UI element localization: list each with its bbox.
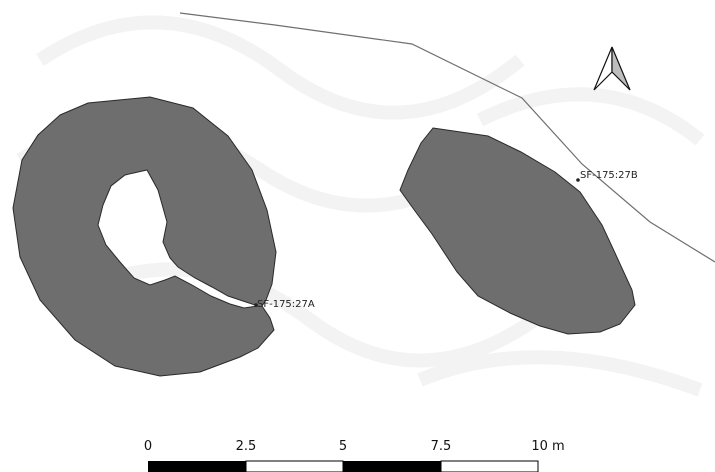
label-sf-175-27a: SF-175:27A — [257, 299, 315, 310]
scale-bar: 0 2.5 5 7.5 10 m — [144, 439, 565, 472]
scale-segment-1 — [148, 461, 246, 472]
north-arrow-icon — [593, 46, 631, 91]
scale-label-0: 0 — [144, 439, 152, 454]
point-marker-sf-175-27b — [576, 178, 580, 182]
scale-label-10-m: 10 m — [531, 439, 564, 454]
scale-label-2-5: 2.5 — [236, 439, 257, 454]
feature-sf-175-27b[interactable] — [399, 127, 636, 335]
scale-segment-3 — [343, 461, 441, 472]
scale-label-5: 5 — [339, 439, 347, 454]
scale-label-7-5: 7.5 — [431, 439, 452, 454]
label-sf-175-27b: SF-175:27B — [580, 170, 638, 181]
track-line — [179, 12, 715, 263]
scale-segment-4 — [440, 460, 539, 472]
feature-sf-175-27a[interactable] — [12, 96, 277, 377]
point-marker-sf-175-27a — [254, 303, 258, 307]
scale-segment-2 — [245, 460, 344, 472]
